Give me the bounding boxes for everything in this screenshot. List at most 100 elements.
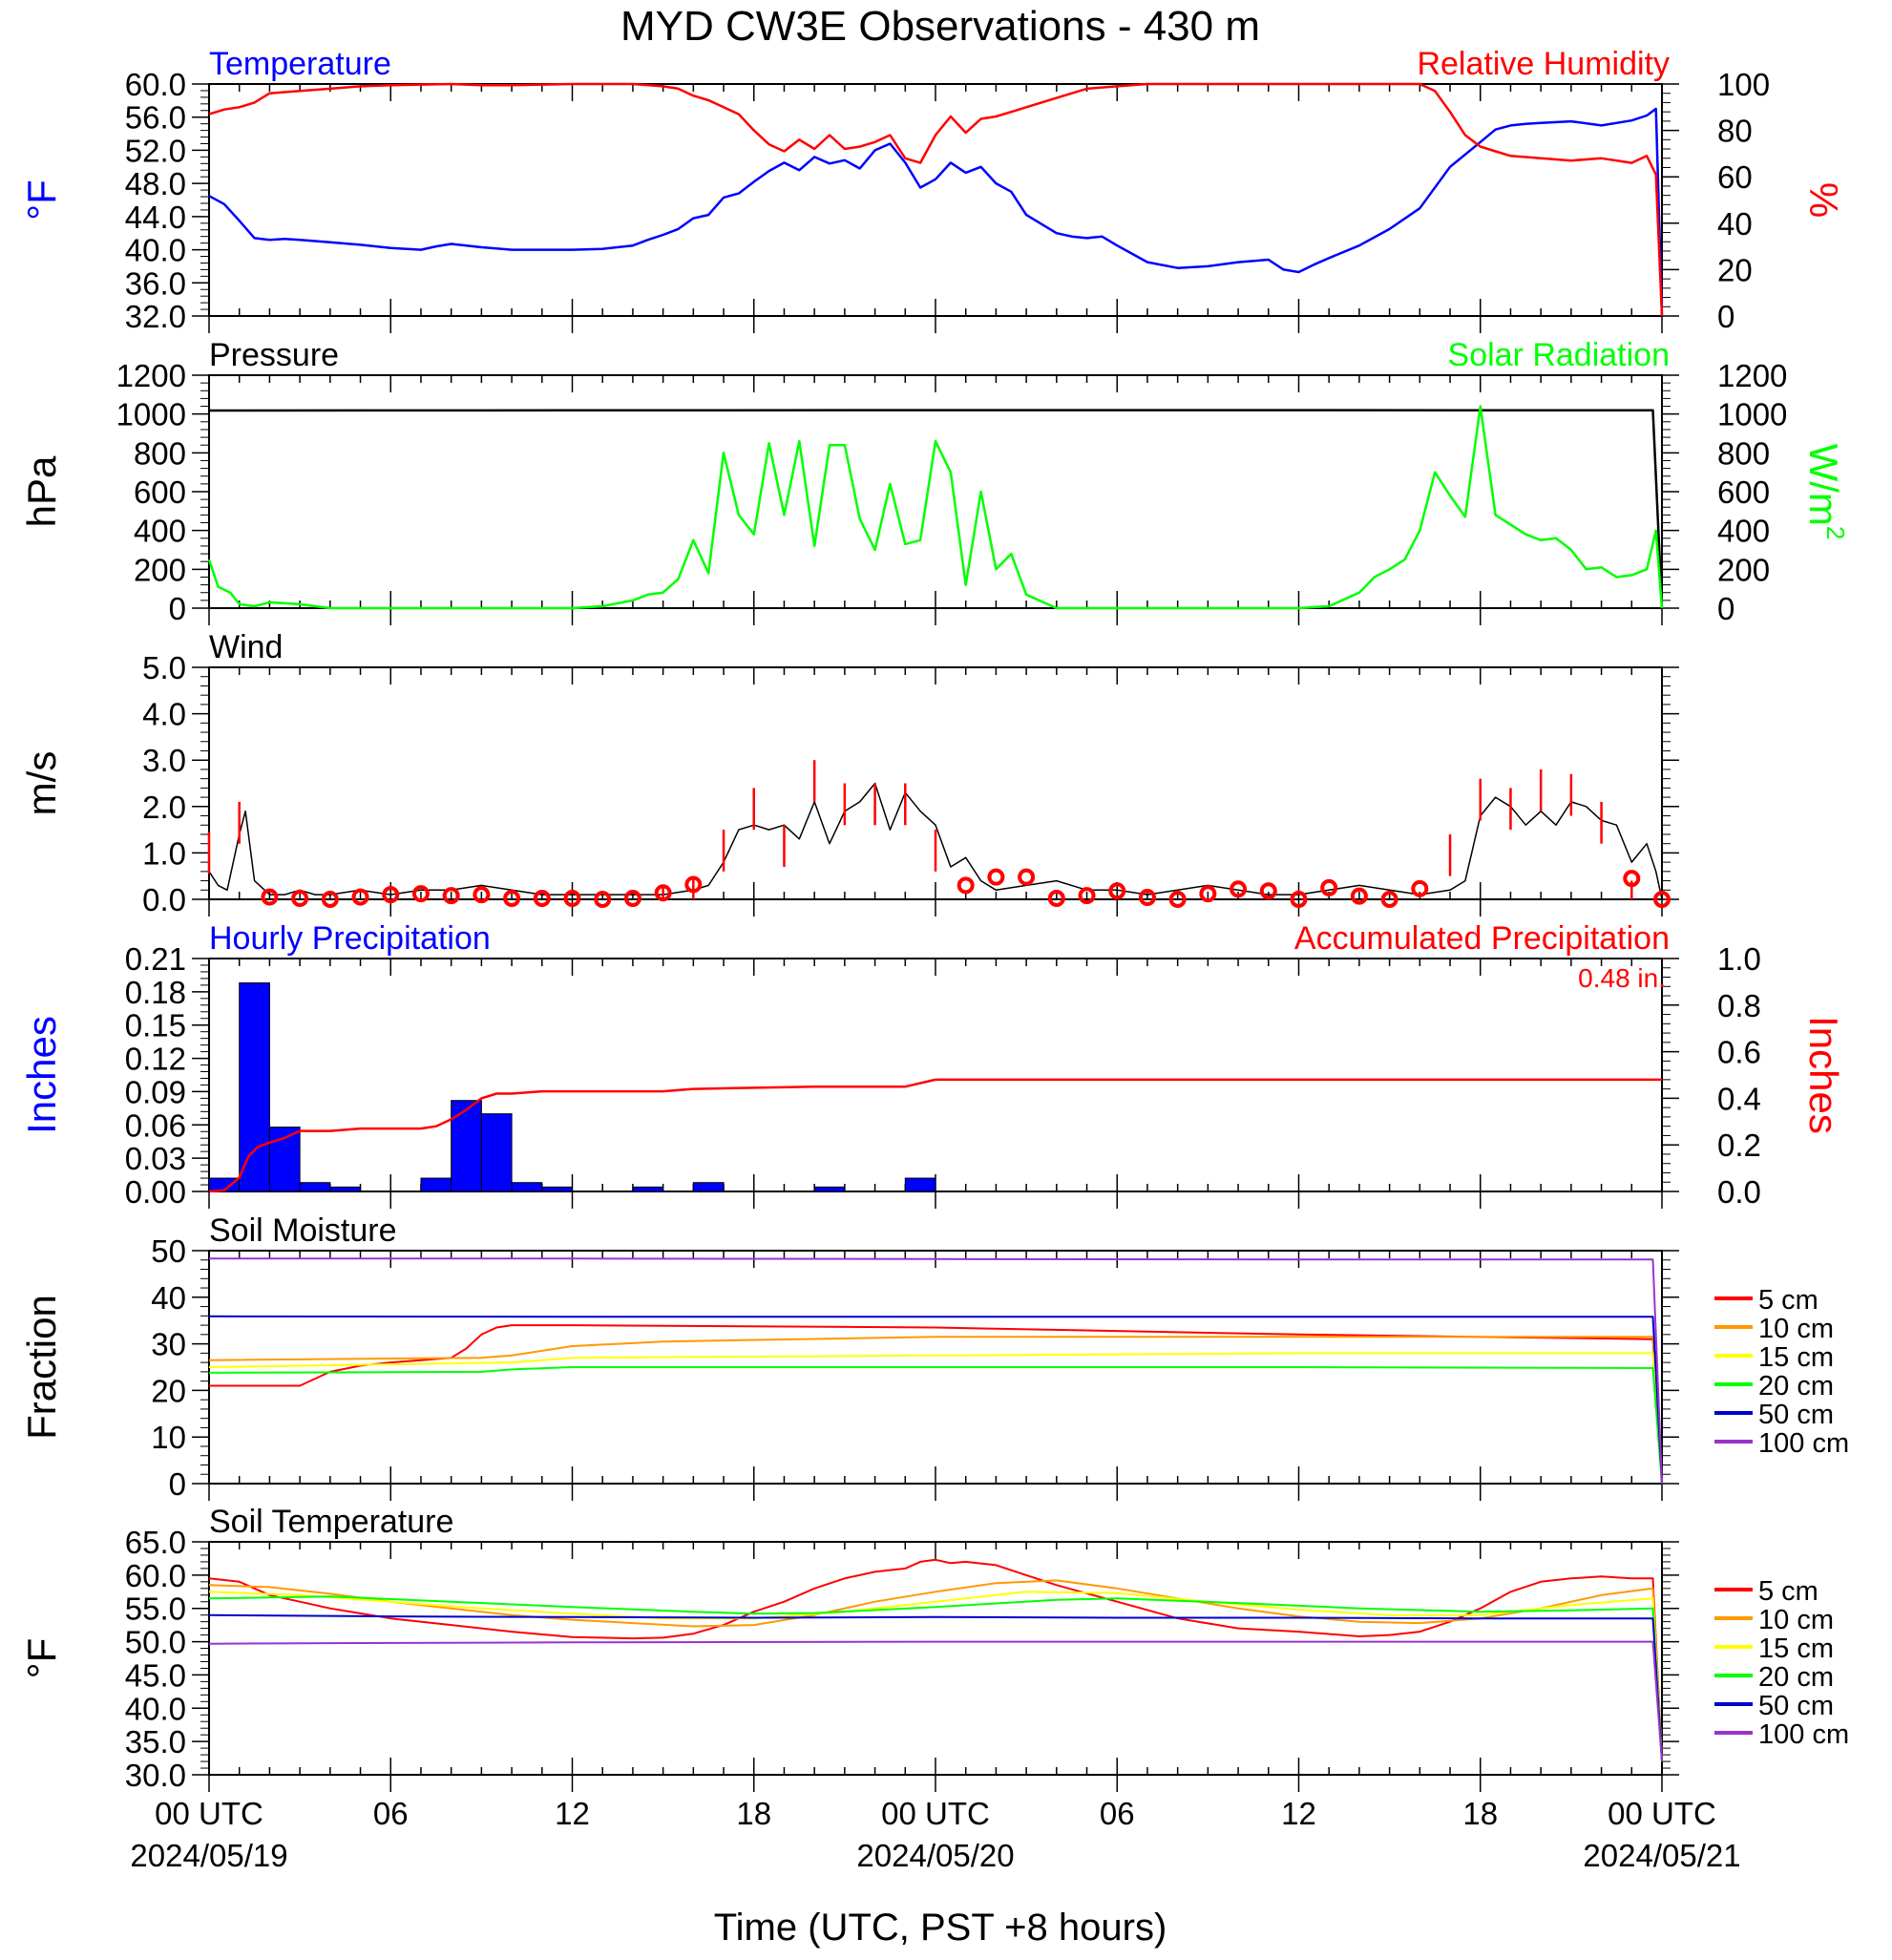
y-tick-label-left: 44.0 — [125, 200, 186, 235]
y-tick-label-left: 5.0 — [142, 650, 186, 685]
precip-bar — [299, 1182, 331, 1192]
y-tick-label-left: 0.15 — [125, 1008, 186, 1043]
y-tick-label-left: 55.0 — [125, 1591, 186, 1627]
y-tick-label-left: 50 — [151, 1233, 186, 1269]
precip-bar — [692, 1182, 725, 1192]
y-tick-label-left: 0.18 — [125, 975, 186, 1010]
calm-wind-marker — [1380, 891, 1398, 908]
y-axis-label-right-text: Inches — [1801, 1016, 1846, 1134]
panel-precipitation: 0.000.030.060.090.120.150.180.21 0.0 0.2 0.… — [19, 920, 1846, 1210]
panel-pressure-solar: 0200400600800100012000200400600800100012… — [19, 337, 1850, 626]
calm-wind-marker — [1078, 887, 1096, 905]
y-tick-label-right: 0.2 — [1717, 1128, 1761, 1163]
y-tick-label-left: 65.0 — [125, 1525, 186, 1560]
series-line-10-cm — [208, 1336, 1663, 1485]
plot-frame — [208, 958, 1663, 1192]
y-axis-label-right-text: W/m — [1801, 444, 1846, 526]
series-line-temperature — [208, 107, 1664, 317]
y-tick-label-right: 1.0 — [1717, 941, 1761, 977]
calm-wind-marker — [503, 890, 521, 908]
accum-total-label: 0.48 in. — [1578, 963, 1666, 993]
y-tick-label-right: 0.6 — [1717, 1035, 1761, 1070]
panel-title-right: Solar Radiation — [1448, 337, 1670, 373]
y-tick-label-left: 0.00 — [125, 1174, 186, 1210]
series-line-50-cm — [208, 1613, 1663, 1762]
x-tick-label: 12 — [1281, 1796, 1316, 1831]
legend-label: 50 cm — [1758, 1400, 1834, 1430]
precip-bar — [480, 1113, 513, 1192]
y-tick-label-right: 0 — [1717, 299, 1734, 334]
calm-wind-marker — [623, 890, 641, 908]
x-tick-label: 00 UTC — [155, 1796, 263, 1831]
legend-label: 20 cm — [1758, 1662, 1834, 1693]
calm-wind-marker — [382, 886, 400, 904]
y-tick-label-right: 1000 — [1717, 397, 1787, 432]
precip-bar — [511, 1182, 543, 1192]
legend-label: 10 cm — [1758, 1605, 1834, 1635]
y-tick-label-left: 0.12 — [125, 1042, 186, 1077]
series-line-pressure — [208, 409, 1664, 609]
calm-wind-marker — [1623, 870, 1641, 888]
x-tick-label: 06 — [373, 1796, 409, 1831]
y-tick-label-left: 60.0 — [125, 1558, 186, 1593]
calm-wind-marker — [684, 875, 703, 894]
y-tick-label-left: 0.03 — [125, 1141, 186, 1176]
y-tick-label-right: 1200 — [1717, 358, 1787, 393]
y-axis-label-left: Inches — [19, 1016, 64, 1134]
y-axis-label-left: Fraction — [19, 1295, 64, 1440]
panel-title-right: Accumulated Precipitation — [1294, 920, 1670, 957]
x-tick-label: 06 — [1100, 1796, 1135, 1831]
panel-title-right: Relative Humidity — [1417, 46, 1670, 82]
series-line-15-cm — [208, 1352, 1663, 1485]
y-axis-label-right-sup: 2 — [1821, 526, 1850, 539]
calm-wind-marker — [1018, 868, 1036, 886]
legend-label: 50 cm — [1758, 1691, 1834, 1721]
series-line-50-cm — [208, 1315, 1663, 1485]
calm-wind-marker — [987, 868, 1005, 886]
y-tick-label-right: 100 — [1717, 67, 1770, 102]
y-tick-label-right: 0 — [1717, 591, 1734, 626]
precip-bar — [541, 1186, 574, 1192]
x-tick-label: 00 UTC — [881, 1796, 990, 1831]
precip-bar — [904, 1177, 936, 1192]
panel-title-left: Temperature — [209, 46, 391, 82]
precip-bar — [239, 982, 270, 1192]
x-axis-title: Time (UTC, PST +8 hours) — [714, 1907, 1167, 1949]
y-tick-label-left: 1200 — [116, 358, 186, 393]
precip-bar — [813, 1186, 846, 1192]
y-tick-label-right: 0.4 — [1717, 1081, 1761, 1116]
calm-wind-marker — [321, 891, 339, 908]
y-tick-label-left: 0.0 — [142, 882, 186, 917]
y-axis-label-left: °F — [19, 179, 64, 220]
precip-bar — [632, 1186, 664, 1192]
panel-temperature-humidity: 32.036.040.044.048.052.056.060.0 0 20 40 60 8… — [19, 46, 1846, 334]
calm-wind-marker — [291, 890, 309, 908]
calm-wind-marker — [411, 885, 430, 903]
x-tick-label: 00 UTC — [1608, 1796, 1716, 1831]
legend-label: 100 cm — [1758, 1719, 1849, 1750]
y-tick-label-left: 52.0 — [125, 133, 186, 168]
y-axis-label-left: hPa — [19, 455, 64, 527]
y-tick-label-left: 1000 — [116, 397, 186, 432]
panel-title-left: Pressure — [209, 337, 339, 373]
calm-wind-marker — [473, 886, 491, 904]
precip-bar — [329, 1186, 362, 1192]
y-axis-label-left: m/s — [19, 751, 64, 816]
precip-bar — [420, 1177, 452, 1192]
panel-title-left: Wind — [209, 629, 283, 665]
legend-label: 10 cm — [1758, 1314, 1834, 1344]
legend-label: 100 cm — [1758, 1428, 1849, 1459]
y-tick-label-left: 2.0 — [142, 790, 186, 825]
calm-wind-marker — [957, 876, 975, 895]
y-tick-label-right: 0.8 — [1717, 988, 1761, 1023]
y-tick-label-left: 0 — [169, 591, 186, 626]
calm-wind-marker — [654, 884, 672, 902]
y-tick-label-left: 400 — [134, 514, 186, 549]
y-tick-label-left: 200 — [134, 552, 186, 587]
calm-wind-marker — [1230, 880, 1248, 898]
calm-wind-marker — [1290, 891, 1308, 908]
y-tick-label-left: 30.0 — [125, 1758, 186, 1793]
calm-wind-marker — [442, 887, 460, 905]
